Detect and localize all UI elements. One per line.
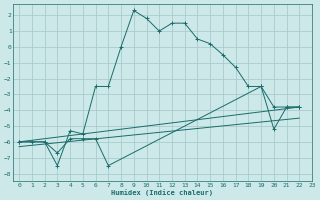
X-axis label: Humidex (Indice chaleur): Humidex (Indice chaleur) [111,189,213,196]
